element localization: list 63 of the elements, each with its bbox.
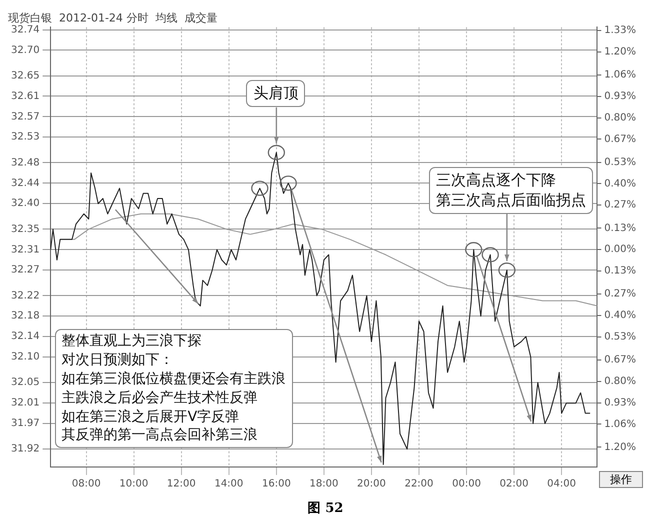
annotation: 主跌浪之后必会产生技术性反弹: [62, 388, 259, 408]
y2-tick-label: 0.53%: [604, 156, 636, 168]
x-tick-label: 10:00: [119, 478, 148, 490]
y-tick-label: 32.22: [10, 290, 40, 302]
y-tick-label: 32.31: [10, 244, 40, 256]
x-tick-label: 02:00: [500, 478, 528, 490]
annotation: 三次高点逐个下降: [436, 170, 558, 190]
y2-tick-label: 1.20%: [604, 46, 636, 58]
y2-tick-label: 1.33%: [604, 25, 636, 36]
annotation: 如在第三浪之后展开V字反弹: [62, 408, 240, 426]
x-tick-label: 16:00: [262, 478, 291, 490]
y2-tick-label: 0.13%: [604, 222, 636, 234]
y-tick-label: 32.44: [10, 178, 40, 189]
y2-tick-label: 0.53%: [604, 331, 636, 342]
y2-tick-label: 0.67%: [604, 354, 636, 366]
y-tick-label: 32.65: [10, 70, 40, 82]
y2-tick-label: 1.06%: [604, 418, 636, 430]
y-tick-label: 32.57: [10, 111, 40, 122]
annotation: 其反弹的第一高点会回补第三浪: [62, 426, 259, 446]
y-tick-label: 32.10: [10, 352, 40, 363]
y2-tick-label: 0.27%: [604, 288, 636, 300]
y-tick-label: 32.35: [10, 224, 40, 235]
y-tick-label: 31.97: [10, 418, 40, 430]
y-tick-label: 32.48: [10, 157, 40, 168]
x-tick-label: 08:00: [72, 478, 101, 490]
x-tick-label: 18:00: [310, 478, 338, 490]
y-tick-label: 32.01: [10, 398, 40, 409]
y2-tick-label: 0.80%: [604, 112, 636, 124]
x-tick-label: 12:00: [166, 478, 196, 490]
y2-tick-label: 0.27%: [604, 200, 636, 211]
caption: 图 52: [306, 500, 344, 517]
annotation: 头肩顶: [253, 83, 298, 104]
x-tick-label: 20:00: [357, 478, 386, 490]
y-tick-label: 32.05: [10, 377, 40, 388]
x-tick-label: 14:00: [214, 478, 244, 490]
y-tick-label: 32.53: [10, 132, 40, 143]
y2-tick-label: 0.00%: [604, 244, 636, 256]
y2-tick-label: 0.13%: [604, 266, 636, 277]
x-tick-label: 22:00: [404, 478, 434, 490]
y2-tick-label: 0.80%: [604, 376, 636, 387]
y2-tick-label: 1.06%: [604, 70, 636, 81]
annotation: 第三次高点后面临拐点: [436, 190, 586, 211]
y2-tick-label: 0.93%: [604, 397, 636, 408]
y2-tick-label: 0.93%: [604, 90, 636, 102]
text: 操作: [599, 471, 643, 488]
x-tick-label: 00:00: [452, 478, 481, 490]
y-tick-label: 32.70: [10, 44, 40, 56]
y2-tick-label: 0.67%: [604, 134, 636, 145]
y-tick-label: 32.14: [10, 331, 40, 342]
y-tick-label: 32.74: [10, 24, 40, 36]
y-tick-label: 31.92: [10, 444, 40, 455]
y-tick-label: 32.27: [10, 264, 40, 276]
y2-tick-label: 0.40%: [604, 310, 636, 322]
y2-tick-label: 1.20%: [604, 442, 636, 453]
y-tick-label: 32.18: [10, 310, 40, 322]
annotation: 如在第三浪低位横盘便还会有主跌浪: [62, 370, 286, 389]
y-tick-label: 32.40: [10, 198, 40, 210]
y2-tick-label: 0.40%: [604, 178, 636, 190]
y-tick-label: 32.61: [10, 90, 40, 102]
x-tick-label: 04:00: [547, 478, 576, 490]
chart-title: 现货白银 2012-01-24 分时 均线 成交量: [8, 11, 218, 24]
annotation: 对次日预测如下：: [62, 350, 175, 370]
annotation: 整体直观上为三浪下探: [62, 332, 203, 351]
